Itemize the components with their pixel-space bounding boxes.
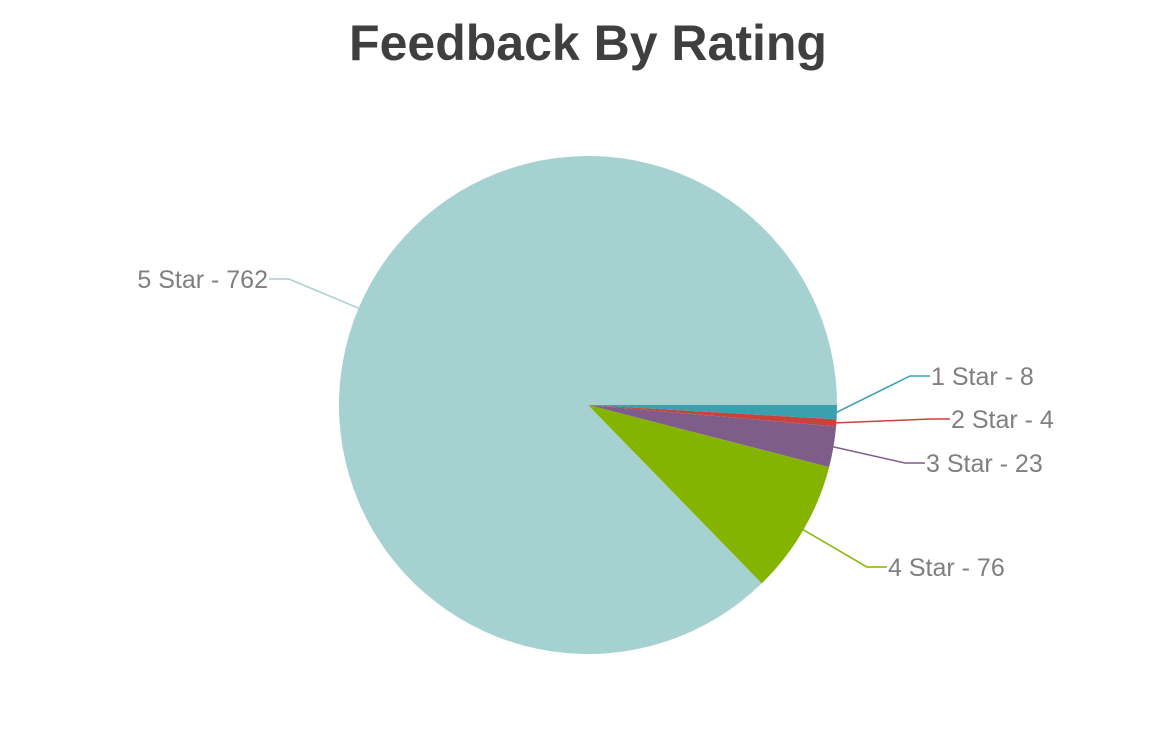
data-label-3-star: 3 Star - 23: [926, 450, 1043, 478]
leader-line-1-star: [836, 375, 930, 413]
pie-slice-5-star: [339, 156, 837, 655]
pie-slice-3-star: [588, 405, 837, 468]
data-label-1-star: 1 Star - 8: [931, 363, 1034, 391]
chart-title: Feedback By Rating: [349, 15, 827, 71]
leader-line-5-star: [269, 278, 359, 309]
leader-line-4-star: [803, 529, 887, 568]
pie-slice-1-star: [588, 405, 837, 420]
pie-slice-4-star: [588, 405, 830, 584]
leader-line-2-star: [836, 418, 950, 424]
data-label-4-star: 4 Star - 76: [888, 554, 1005, 582]
data-label-5-star: 5 Star - 762: [137, 266, 268, 294]
leader-line-3-star: [833, 446, 925, 464]
pie-slice-2-star: [588, 405, 837, 427]
data-label-2-star: 2 Star - 4: [951, 406, 1054, 434]
